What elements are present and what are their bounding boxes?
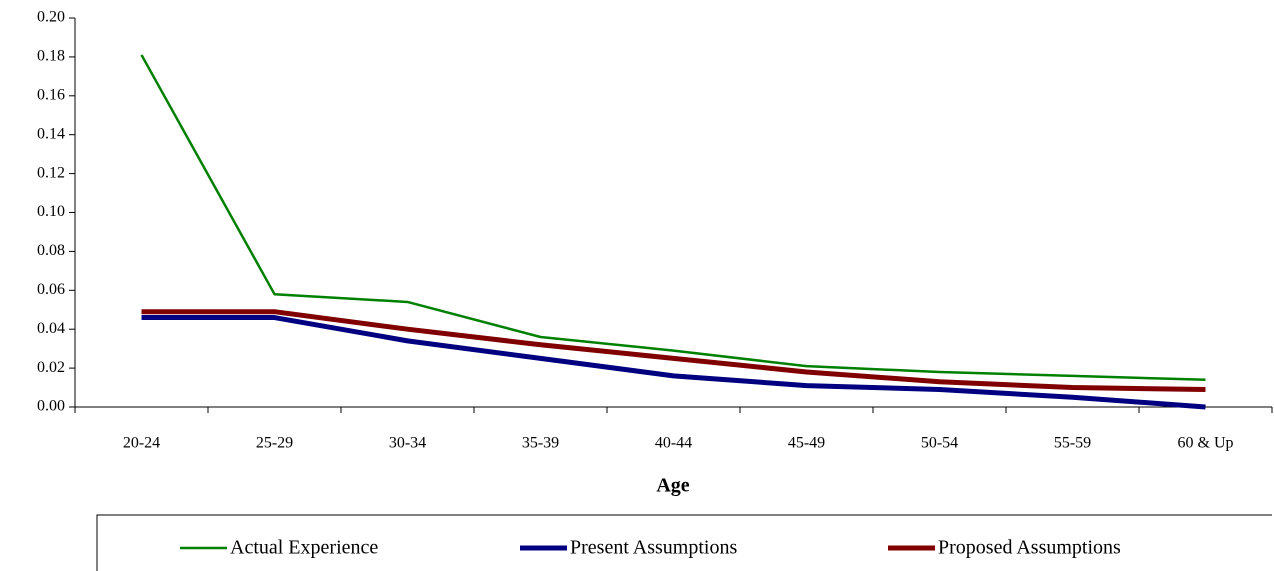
- y-tick-label: 0.18: [37, 48, 65, 65]
- y-tick-label: 0.04: [37, 320, 65, 337]
- y-tick-label: 0.10: [37, 203, 65, 220]
- x-tick-label: 55-59: [1054, 435, 1091, 452]
- x-tick-label: 25-29: [256, 435, 293, 452]
- x-tick-label: 40-44: [655, 435, 692, 452]
- x-tick-label: 45-49: [788, 435, 825, 452]
- legend-label: Present Assumptions: [570, 537, 737, 559]
- y-tick-label: 0.14: [37, 125, 65, 142]
- x-tick-label: 60 & Up: [1178, 435, 1234, 452]
- x-tick-label: 30-34: [389, 435, 426, 452]
- legend-label: Proposed Assumptions: [938, 537, 1121, 559]
- series-line: [141, 315, 1206, 410]
- x-tick-label: 35-39: [522, 435, 559, 452]
- y-tick-label: 0.16: [37, 86, 65, 103]
- y-tick-label: 0.20: [37, 9, 65, 26]
- y-tick-label: 0.12: [37, 164, 65, 181]
- x-tick-label: 20-24: [123, 435, 160, 452]
- legend-box: [96, 514, 1272, 571]
- series-line: [140, 54, 1206, 382]
- x-tick-label: 50-54: [921, 435, 958, 452]
- legend-label: Actual Experience: [230, 537, 378, 559]
- x-axis-label: Age: [656, 475, 689, 497]
- y-tick-label: 0.08: [37, 242, 65, 259]
- y-tick-label: 0.00: [37, 398, 65, 415]
- y-tick-label: 0.06: [37, 281, 65, 298]
- y-tick-label: 0.02: [37, 359, 65, 376]
- series-line: [141, 309, 1206, 392]
